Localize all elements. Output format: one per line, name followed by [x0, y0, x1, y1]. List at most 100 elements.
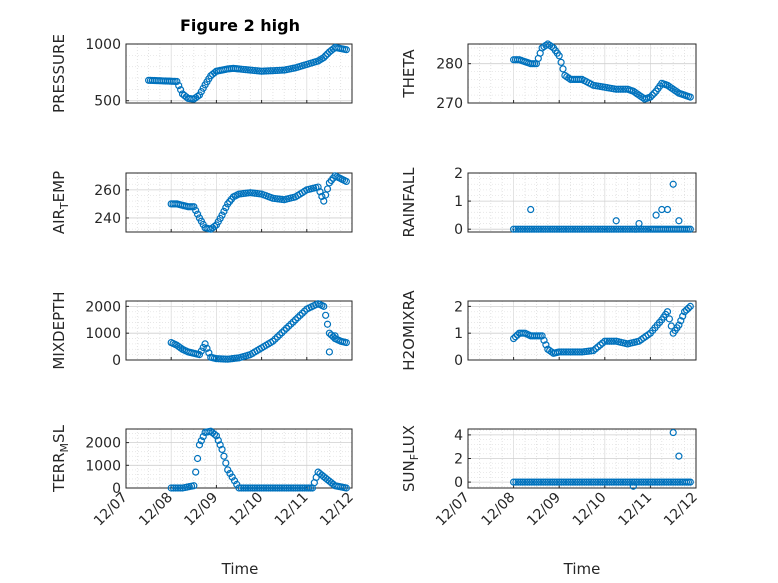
data-point	[296, 311, 304, 320]
data-point	[538, 332, 546, 340]
data-point	[296, 484, 304, 492]
panel-air-temp: 240 260 AIRTEMP	[50, 171, 353, 234]
data-point	[535, 225, 543, 233]
data-point	[197, 347, 205, 355]
x-tick-label: 12/11	[615, 490, 655, 530]
data-point	[323, 185, 332, 193]
data-point	[623, 225, 632, 233]
axes-frame	[125, 172, 353, 233]
data-point	[560, 225, 568, 233]
data-point	[587, 225, 595, 233]
data-point	[314, 183, 322, 191]
data-point	[217, 355, 225, 363]
data-point	[276, 331, 284, 339]
data-point	[287, 484, 295, 492]
data-point	[192, 468, 200, 476]
data-point	[669, 478, 677, 486]
data-point	[653, 478, 661, 486]
data-point	[686, 225, 694, 233]
data-point	[679, 312, 687, 320]
data-point	[172, 484, 180, 492]
data-point	[675, 452, 683, 460]
data-point	[322, 311, 330, 319]
data-point	[532, 225, 541, 233]
data-point	[569, 225, 577, 233]
data-point	[271, 335, 279, 343]
data-point	[175, 82, 183, 90]
data-point	[530, 225, 538, 233]
data-point	[190, 482, 198, 490]
data-point	[669, 180, 677, 188]
data-point	[605, 225, 613, 233]
x-tick-label: 12/07	[433, 490, 473, 530]
data-point	[582, 225, 591, 233]
data-point	[559, 65, 567, 73]
data-point	[535, 478, 543, 486]
data-point	[320, 54, 328, 62]
data-point	[269, 337, 277, 345]
data-point	[603, 478, 611, 486]
data-point	[605, 478, 613, 486]
data-point	[576, 478, 584, 486]
data-point	[541, 478, 550, 486]
data-point	[660, 478, 668, 486]
data-point	[264, 484, 272, 492]
data-point	[235, 484, 243, 492]
data-point	[546, 225, 554, 233]
data-point	[594, 225, 602, 233]
y-tick-label: 1000	[85, 458, 121, 474]
data-point	[276, 484, 284, 492]
y-axis-label: SUNFLUX	[400, 425, 421, 492]
y-axis-label: MIXDEPTH	[50, 291, 68, 369]
y-tick-label: 260	[94, 183, 121, 199]
data-point	[228, 473, 236, 481]
data-point	[546, 478, 554, 486]
data-point	[585, 478, 593, 486]
y-label-subscript: F	[408, 454, 421, 460]
data-point	[539, 478, 547, 486]
data-point	[273, 484, 282, 492]
data-point	[222, 459, 230, 467]
data-point	[523, 478, 531, 486]
data-point	[637, 478, 645, 486]
data-point	[199, 432, 207, 441]
data-point	[201, 340, 209, 348]
data-point	[612, 478, 620, 486]
data-point	[253, 484, 261, 492]
data-point	[589, 478, 598, 486]
data-point	[269, 67, 277, 75]
data-point	[566, 348, 575, 356]
data-point	[677, 317, 685, 325]
data-point	[612, 217, 620, 225]
y-tick-label: 2000	[85, 436, 121, 452]
data-point	[521, 225, 529, 233]
y-axis-label: AIRTEMP	[50, 171, 71, 234]
data-point	[509, 478, 518, 486]
panel-pressure: 500 1000 PRESSURE	[50, 34, 353, 113]
data-point	[684, 304, 693, 312]
data-point	[673, 88, 681, 96]
data-point	[544, 225, 552, 233]
y-tick-label: 4	[454, 428, 463, 444]
data-point	[594, 478, 602, 486]
x-tick-label: 12/07	[91, 490, 131, 530]
x-tick-label: 12/10	[227, 490, 267, 530]
data-point	[665, 478, 673, 486]
data-point	[658, 478, 666, 486]
data-point	[603, 225, 611, 233]
panel-rainfall: 0 1 2 RAINFALL	[400, 166, 697, 238]
data-point	[635, 478, 643, 486]
data-point	[224, 466, 232, 474]
data-point	[325, 348, 333, 356]
data-point	[291, 316, 300, 324]
data-point	[192, 206, 200, 215]
data-point	[289, 484, 297, 492]
data-point	[291, 484, 300, 492]
data-point	[176, 484, 184, 492]
x-tick-label: 12/08	[136, 490, 176, 530]
data-point	[667, 478, 675, 486]
data-point	[564, 348, 572, 356]
x-tick-label: 12/09	[181, 490, 221, 530]
data-point	[540, 336, 548, 344]
